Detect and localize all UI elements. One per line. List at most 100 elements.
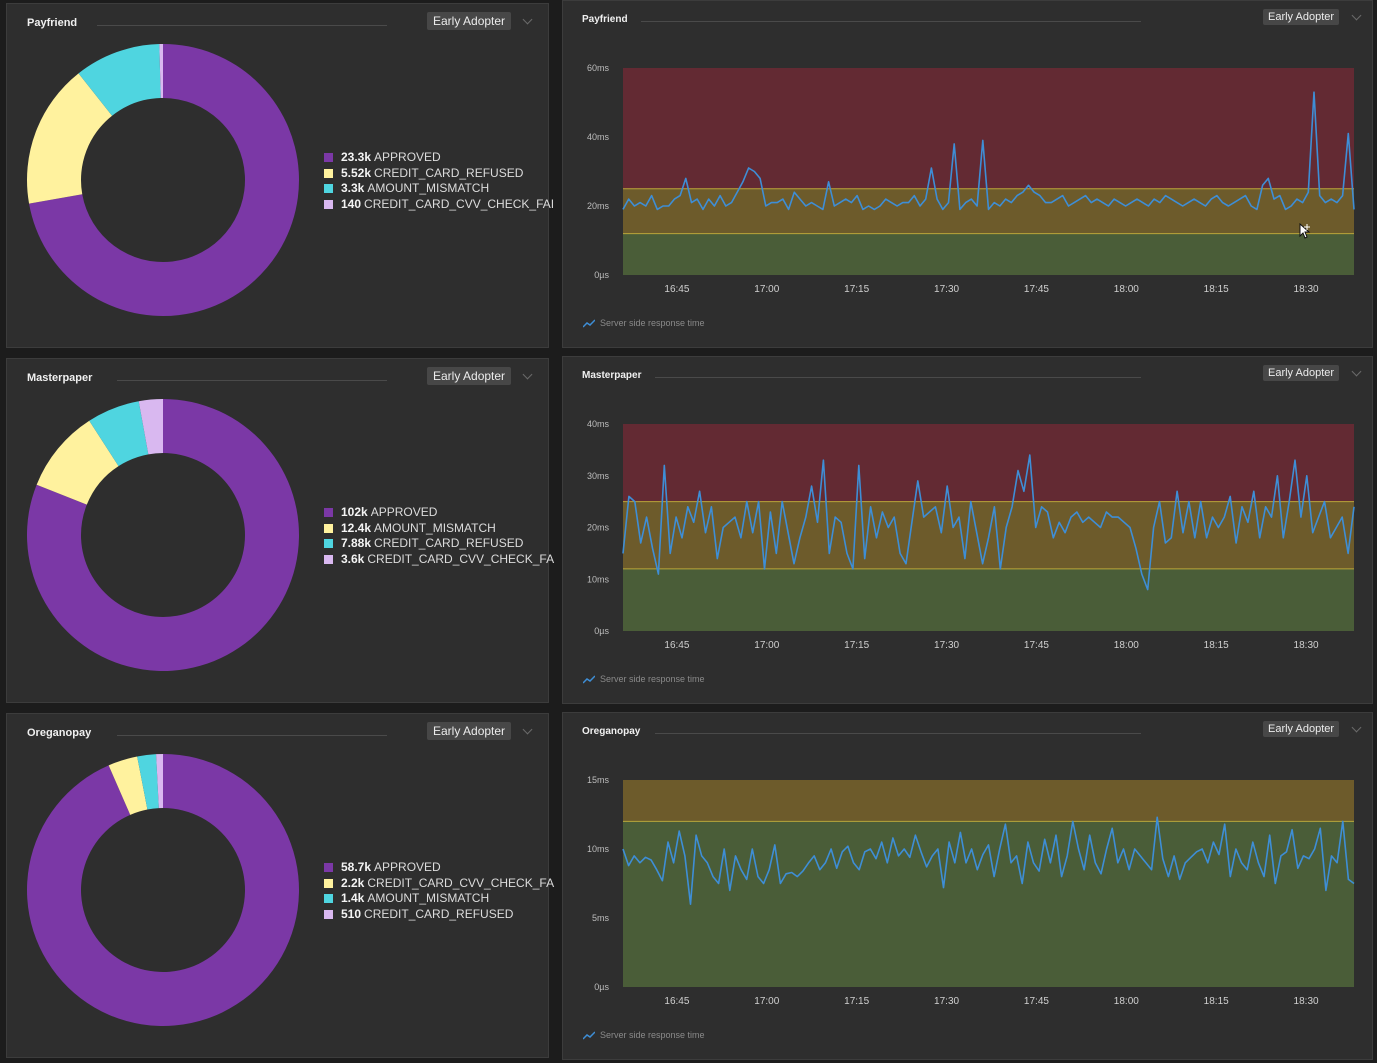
legend-label: AMOUNT_MISMATCH	[374, 520, 496, 535]
y-tick-label: 0µs	[594, 270, 609, 280]
donut-slices	[26, 754, 300, 1026]
legend-label: APPROVED	[374, 150, 441, 164]
donut-slice[interactable]	[137, 754, 159, 810]
x-tick-label: 17:45	[1024, 284, 1049, 295]
tile-title: Masterpaper	[27, 372, 93, 384]
legend-item[interactable]: 140 CREDIT_CARD_CVV_CHECK_FAI	[324, 197, 554, 213]
donut-chart	[26, 754, 300, 1026]
legend-item[interactable]: 2.2k CREDIT_CARD_CVV_CHECK_FA	[324, 876, 554, 892]
x-tick-label: 18:00	[1114, 996, 1139, 1007]
title-divider	[97, 25, 387, 26]
threshold-zone	[623, 68, 1354, 189]
series-legend[interactable]: Server side response time	[583, 318, 705, 328]
donut-slice[interactable]	[156, 754, 163, 809]
response-time-series-line[interactable]	[622, 816, 1355, 905]
x-tick-label: 16:45	[664, 284, 689, 295]
early-adopter-badge[interactable]: Early Adopter	[427, 367, 512, 385]
legend-value: 12.4k	[341, 520, 372, 535]
donut-slice[interactable]	[89, 401, 149, 467]
x-tick-label: 17:15	[844, 996, 869, 1007]
donut-slice[interactable]	[26, 399, 300, 671]
legend-label: CREDIT_CARD_CVV_CHECK_FA	[367, 875, 555, 890]
trend-line-icon	[583, 674, 595, 684]
legend-item[interactable]: 23.3k APPROVED	[324, 150, 554, 166]
donut-slice[interactable]	[29, 44, 300, 316]
legend-item[interactable]: 7.88k CREDIT_CARD_REFUSED	[324, 536, 554, 552]
series-legend[interactable]: Server side response time	[583, 1030, 705, 1040]
donut-legend: 58.7k APPROVED 2.2k CREDIT_CARD_CVV_CHECK_…	[324, 860, 554, 922]
early-adopter-badge[interactable]: Early Adopter	[1263, 9, 1340, 25]
x-tick-label: 18:15	[1204, 996, 1229, 1007]
donut-slices	[26, 399, 300, 671]
donut-slice[interactable]	[26, 754, 300, 1026]
legend-value: 7.88k	[341, 536, 372, 550]
early-adopter-badge[interactable]: Early Adopter	[427, 722, 512, 740]
move-cursor-icon	[1299, 223, 1311, 239]
legend-item[interactable]: 12.4k AMOUNT_MISMATCH	[324, 521, 554, 537]
legend-item[interactable]: 3.3k AMOUNT_MISMATCH	[324, 181, 554, 197]
legend-swatch	[324, 554, 333, 564]
legend-item[interactable]: 102k APPROVED	[324, 505, 554, 521]
x-tick-label: 18:30	[1294, 640, 1319, 651]
response-time-series-line[interactable]	[622, 454, 1355, 591]
y-tick-label: 0µs	[594, 626, 609, 636]
early-adopter-badge[interactable]: Early Adopter	[427, 12, 512, 30]
legend-value: 510	[341, 906, 362, 921]
donut-slice[interactable]	[138, 399, 163, 455]
donut-slice[interactable]	[108, 756, 148, 815]
chevron-down-icon[interactable]	[1351, 722, 1362, 733]
x-tick-label: 17:15	[844, 284, 869, 295]
series-legend[interactable]: Server side response time	[583, 674, 705, 684]
x-tick-label: 18:00	[1114, 284, 1139, 295]
legend-item[interactable]: 5.52k CREDIT_CARD_REFUSED	[324, 166, 554, 182]
donut-slices	[26, 44, 300, 316]
legend-label: CREDIT_CARD_REFUSED	[364, 906, 514, 921]
early-adopter-badge[interactable]: Early Adopter	[1263, 365, 1340, 381]
chevron-down-icon[interactable]	[522, 369, 533, 380]
legend-swatch	[324, 539, 333, 549]
donut-slice[interactable]	[36, 420, 119, 505]
threshold-zone	[623, 780, 1354, 822]
legend-item[interactable]: 3.6k CREDIT_CARD_CVV_CHECK_FA	[324, 552, 554, 568]
legend-value: 3.6k	[341, 551, 365, 566]
y-tick-label: 0µs	[594, 982, 609, 992]
chevron-down-icon[interactable]	[522, 724, 533, 735]
donut-slice[interactable]	[159, 44, 163, 99]
legend-value: 102k	[341, 505, 368, 519]
x-tick-label: 17:45	[1024, 640, 1049, 651]
response-time-series-line[interactable]	[622, 91, 1355, 211]
tile-title: Masterpaper	[582, 370, 642, 381]
donut-chart	[26, 44, 300, 316]
donut-slice[interactable]	[78, 44, 161, 116]
x-tick-label: 17:15	[844, 640, 869, 651]
x-tick-label: 18:30	[1294, 996, 1319, 1007]
legend-item[interactable]: 1.4k AMOUNT_MISMATCH	[324, 891, 554, 907]
legend-label: CREDIT_CARD_CVV_CHECK_FAI	[364, 196, 555, 211]
legend-item[interactable]: 510 CREDIT_CARD_REFUSED	[324, 907, 554, 923]
trend-line-icon	[583, 1030, 595, 1040]
donut-slice[interactable]	[26, 73, 113, 204]
chevron-down-icon[interactable]	[1351, 10, 1362, 21]
legend-swatch	[324, 523, 333, 533]
x-tick-label: 17:00	[754, 284, 779, 295]
chevron-down-icon[interactable]	[522, 14, 533, 25]
series-legend-label: Server side response time	[600, 1030, 705, 1040]
x-tick-label: 17:30	[934, 996, 959, 1007]
legend-label: AMOUNT_MISMATCH	[367, 181, 490, 195]
early-adopter-badge[interactable]: Early Adopter	[1263, 721, 1340, 737]
line-tile-masterpaper: Masterpaper Early Adopter 0µs 10ms 20ms 30m…	[562, 356, 1373, 704]
chevron-down-icon[interactable]	[1351, 366, 1362, 377]
tile-title: Payfriend	[582, 14, 628, 25]
tile-title: Payfriend	[27, 17, 78, 29]
legend-swatch	[324, 909, 333, 919]
tile-title: Oreganopay	[582, 726, 641, 737]
legend-label: APPROVED	[370, 505, 438, 519]
x-tick-label: 17:00	[754, 640, 779, 651]
y-tick-label: 5ms	[592, 913, 610, 923]
donut-tile-masterpaper: Masterpaper Early Adopter 102k APPROVED 1…	[6, 358, 554, 703]
x-tick-label: 16:45	[664, 996, 689, 1007]
legend-item[interactable]: 58.7k APPROVED	[324, 860, 554, 876]
y-tick-label: 15ms	[587, 775, 610, 785]
x-tick-label: 18:15	[1204, 284, 1229, 295]
x-tick-label: 16:45	[664, 640, 689, 651]
